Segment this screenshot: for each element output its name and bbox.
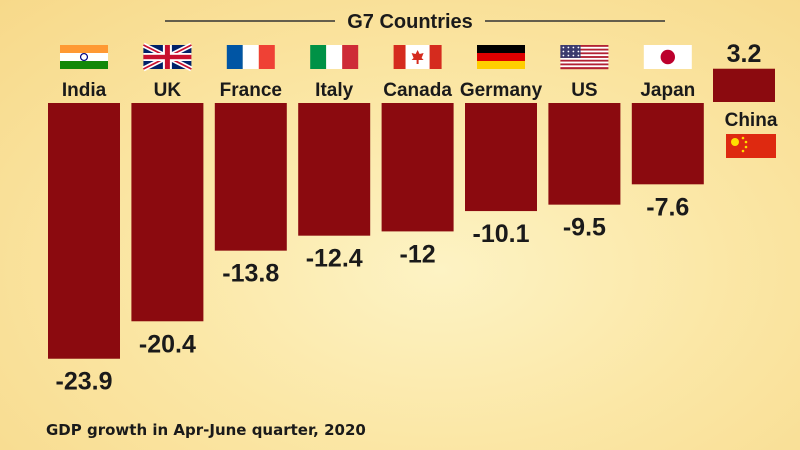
italy-flag [310,45,359,69]
category-label-italy: Italy [315,80,353,101]
chart-caption: GDP growth in Apr-June quarter, 2020 [46,421,366,439]
china-flag [726,134,776,158]
bar-germany [465,103,537,212]
germany-flag [477,45,525,69]
flags [60,42,776,158]
category-label-japan: Japan [640,80,695,101]
value-label-uk: -20.4 [139,330,196,358]
value-label-germany: -10.1 [473,220,530,248]
category-label-china: China [725,110,778,131]
category-label-germany: Germany [460,80,543,101]
bar-india [48,103,120,359]
category-label-canada: Canada [383,80,452,101]
bar-france [214,103,287,251]
india-flag [60,45,108,69]
category-label-india: India [62,80,107,101]
category-labels: India UK France Italy Canada Germany US Japan Ch… [62,80,778,131]
g7-bracket: G7 Countries [165,11,665,33]
bar-us [548,103,621,205]
category-label-france: France [220,80,282,101]
us-flag [560,45,609,70]
value-label-canada: -12 [400,240,436,268]
bar-japan [631,103,704,185]
canada-flag [393,45,442,69]
value-label-japan: -7.6 [646,193,689,221]
value-label-us: -9.5 [563,214,606,242]
bar-uk [131,103,204,322]
bars [48,68,775,359]
bar-canada [381,103,454,232]
value-label-france: -13.8 [222,260,279,288]
france-flag [226,45,275,69]
category-label-us: US [571,80,597,101]
value-label-china: 3.2 [727,40,762,68]
japan-flag [643,45,692,69]
uk-flag [142,42,193,72]
value-labels: -23.9 -20.4 -13.8 -12.4 -12 -10.1 -9.5 -7.6 3.2 [56,40,762,396]
bar-italy [298,103,371,236]
bar-china [713,68,775,102]
value-label-india: -23.9 [56,368,113,396]
g7-group-label: G7 Countries [347,11,473,33]
value-label-italy: -12.4 [306,245,363,273]
category-label-uk: UK [154,80,182,101]
